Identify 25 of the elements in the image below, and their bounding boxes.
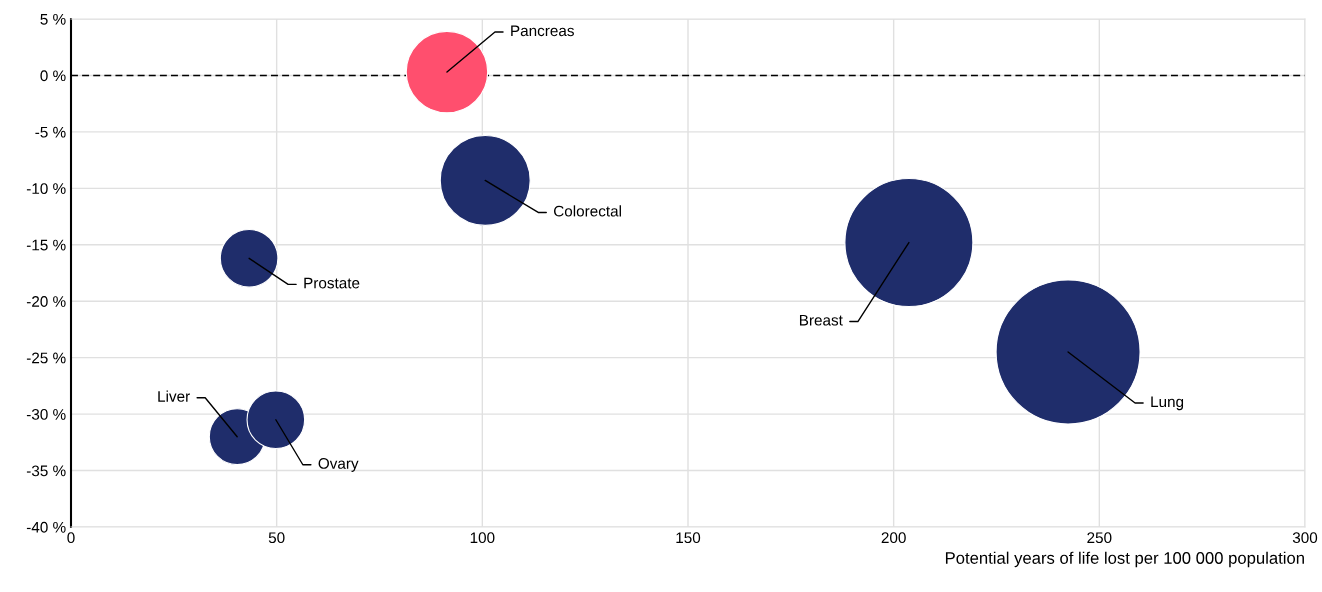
y-tick-label: -35 % (26, 465, 66, 477)
y-tick-label: -30 % (26, 408, 66, 420)
y-tick-label: -10 % (26, 183, 66, 195)
x-tick-label: 200 (881, 532, 906, 544)
annotation: Prostate (304, 277, 360, 289)
x-tick-label: 300 (1292, 532, 1318, 544)
x-axis-title: Potential years of life lost per 100 000 population (945, 551, 1304, 568)
y-tick-label: -15 % (26, 239, 66, 251)
annotation: Colorectal (553, 205, 621, 217)
x-tick-label: 0 (67, 532, 75, 544)
annotation: Lung (1151, 396, 1184, 411)
x-tick-label: 100 (470, 532, 495, 544)
y-tick-label: 5 % (40, 13, 66, 25)
annotation: Breast (799, 314, 843, 326)
annotation: Ovary (318, 458, 359, 472)
x-tick-label: 50 (268, 532, 285, 544)
y-tick-label: -5 % (35, 126, 66, 138)
x-tick-label: 250 (1087, 532, 1112, 544)
annotation: Liver (158, 390, 190, 402)
y-tick-label: 0 % (40, 70, 66, 82)
y-tick-label: -20 % (26, 296, 66, 307)
annotation: Pancreas (511, 25, 574, 37)
y-tick-label: -40 % (26, 521, 66, 533)
x-tick-label: 150 (676, 532, 701, 544)
y-tick-label: -25 % (26, 352, 66, 364)
